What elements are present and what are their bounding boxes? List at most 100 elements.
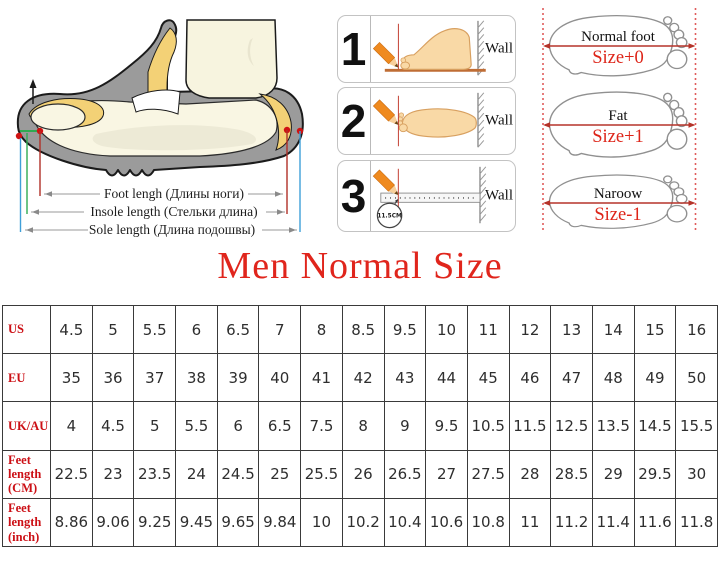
pencil-icon bbox=[372, 169, 399, 196]
size-cell: 49 bbox=[633, 353, 677, 403]
size-cell: 9.5 bbox=[425, 401, 468, 451]
size-cell: 39 bbox=[216, 353, 260, 403]
size-cell: 9 bbox=[383, 401, 427, 451]
size-cell: 29 bbox=[591, 449, 635, 499]
size-cell: 6.5 bbox=[258, 401, 302, 451]
size-cell: 41 bbox=[300, 353, 343, 403]
size-cell: 4.5 bbox=[91, 401, 135, 451]
step-number: 3 bbox=[340, 170, 367, 222]
size-cell: 15.5 bbox=[675, 401, 718, 451]
measure-step-3: 3 11.5CM bbox=[337, 160, 516, 232]
size-cell: 26.5 bbox=[383, 449, 427, 499]
size-cell: 8.86 bbox=[50, 497, 93, 548]
size-cell: 8.5 bbox=[341, 304, 385, 355]
row-label: Feet length (inch) bbox=[2, 497, 51, 548]
big-toe bbox=[398, 123, 408, 133]
step-2-illustration bbox=[370, 88, 485, 154]
table-row: Feet length (inch) 8.86 9.06 9.25 9.45 9.65 9.… bbox=[2, 497, 718, 548]
insole-length-label: Insole length (Стельки длина) bbox=[90, 204, 257, 219]
foot-length-label: Foot lengh (Длины ноги) bbox=[104, 186, 244, 201]
size-cell: 44 bbox=[425, 353, 468, 403]
size-cell: 10.2 bbox=[341, 497, 385, 548]
size-cell: 36 bbox=[91, 353, 135, 403]
size-cell: 4.5 bbox=[50, 304, 93, 355]
measure-value: 11.5CM bbox=[377, 214, 402, 220]
size-cell: 5 bbox=[91, 304, 135, 355]
size-cell: 25.5 bbox=[300, 449, 343, 499]
size-cell: 46 bbox=[508, 353, 552, 403]
size-cell: 10.5 bbox=[466, 401, 510, 451]
connector-lines bbox=[25, 193, 297, 231]
row-label: US bbox=[2, 304, 51, 355]
size-cell: 35 bbox=[50, 353, 93, 403]
size-cell: 38 bbox=[175, 353, 218, 403]
size-cell: 9.25 bbox=[133, 497, 177, 548]
size-cell: 22.5 bbox=[50, 449, 93, 499]
normal-foot-size: Size+0 bbox=[592, 48, 644, 68]
size-cell: 12 bbox=[508, 304, 552, 355]
wall-label: Wall bbox=[485, 187, 513, 204]
narrow-foot-size: Size-1 bbox=[594, 205, 641, 225]
wall-label: Wall bbox=[485, 40, 513, 57]
ruler bbox=[380, 192, 481, 203]
size-cell: 9.65 bbox=[216, 497, 260, 548]
size-cell: 23 bbox=[91, 449, 135, 499]
leg-shading bbox=[247, 38, 254, 66]
size-cell: 15 bbox=[633, 304, 677, 355]
size-cell: 28.5 bbox=[550, 449, 593, 499]
size-cell: 10 bbox=[425, 304, 468, 355]
size-cell: 37 bbox=[133, 353, 177, 403]
row-label: Feet length (CM) bbox=[2, 449, 51, 499]
size-cell: 27.5 bbox=[466, 449, 510, 499]
size-cell: 6 bbox=[216, 401, 260, 451]
row-label: EU bbox=[2, 353, 51, 403]
ruler-ticks bbox=[385, 196, 474, 199]
measure-callout bbox=[376, 202, 403, 229]
measure-step-2: 2 Wall bbox=[337, 87, 516, 155]
size-cell: 5.5 bbox=[133, 304, 177, 355]
wall-hatch bbox=[477, 20, 485, 76]
toe-white-patch bbox=[131, 89, 181, 115]
size-cell: 28 bbox=[508, 449, 552, 499]
size-cell: 23.5 bbox=[133, 449, 177, 499]
size-cell: 6.5 bbox=[216, 304, 260, 355]
table-row: EU 35 36 37 38 39 40 41 42 43 44 45 46 47 48 49 50 bbox=[2, 353, 718, 403]
size-cell: 10.4 bbox=[383, 497, 427, 548]
big-toe bbox=[400, 61, 411, 70]
pencil-icon bbox=[372, 41, 399, 68]
size-cell: 11 bbox=[466, 304, 510, 355]
size-cell: 11.2 bbox=[550, 497, 593, 548]
table-row: Feet length (CM) 22.5 23 23.5 24 24.5 25 25.5 26… bbox=[2, 449, 718, 499]
step-1-illustration bbox=[370, 16, 486, 82]
size-cell: 27 bbox=[425, 449, 468, 499]
size-cell: 14 bbox=[591, 304, 635, 355]
size-cell: 10 bbox=[300, 497, 343, 548]
toe bbox=[400, 57, 406, 63]
page-title: Men Normal Size bbox=[217, 245, 503, 287]
size-cell: 9.84 bbox=[258, 497, 302, 548]
foot-top-view bbox=[401, 108, 477, 138]
size-cell: 11.6 bbox=[633, 497, 677, 548]
size-cell: 9.45 bbox=[175, 497, 218, 548]
normal-foot-label: Normal foot bbox=[581, 29, 656, 45]
size-chart-table: US 4.5 5 5.5 6 6.5 7 8 8.5 9.5 10 11 12 13 14 15 16 EU 35 3… bbox=[2, 304, 718, 548]
size-cell: 30 bbox=[675, 449, 718, 499]
size-cell: 29.5 bbox=[633, 449, 677, 499]
wall-label: Wall bbox=[485, 112, 513, 129]
size-cell: 25 bbox=[258, 449, 302, 499]
sole-length-label: Sole length (Длина подошвы) bbox=[89, 222, 255, 237]
size-cell: 9.5 bbox=[383, 304, 427, 355]
foot-width-types: Normal foot Size+0 Fat Size+1 Naroow Siz… bbox=[542, 8, 697, 233]
size-cell: 5 bbox=[133, 401, 177, 451]
size-cell: 14.5 bbox=[633, 401, 677, 451]
size-cell: 7 bbox=[258, 304, 302, 355]
size-cell: 43 bbox=[383, 353, 427, 403]
size-cell: 11.8 bbox=[675, 497, 718, 548]
table-row: UK/AU 4 4.5 5 5.5 6 6.5 7.5 8 9 9.5 10.5 11.5 12.5 13.… bbox=[2, 401, 718, 451]
size-cell: 24 bbox=[175, 449, 218, 499]
size-cell: 6 bbox=[175, 304, 218, 355]
fat-foot-label: Fat bbox=[608, 108, 628, 124]
toe bbox=[30, 103, 86, 131]
wall-hatch bbox=[477, 92, 485, 148]
marker-dot bbox=[15, 132, 23, 140]
